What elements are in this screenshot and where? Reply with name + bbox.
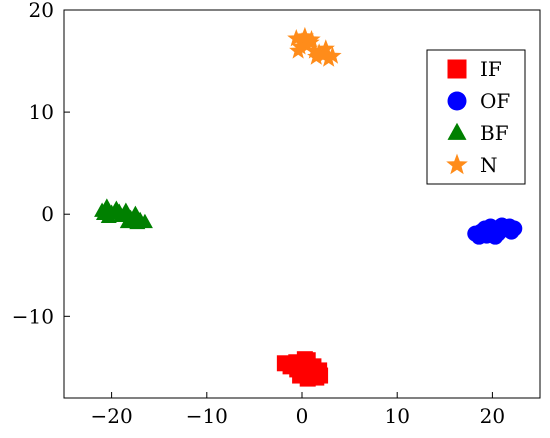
legend: IF OF BF N: [426, 49, 526, 185]
legend-label-n: N: [480, 153, 498, 177]
point-of: [471, 228, 488, 245]
y-tick-label: 20: [29, 0, 54, 22]
y-tick-label: 10: [29, 100, 54, 124]
legend-marker-if: [447, 59, 467, 79]
point-bf: [119, 213, 136, 229]
data-points: [94, 26, 523, 387]
x-tick-label: −20: [90, 404, 132, 428]
point-n: [323, 46, 342, 64]
point-n: [316, 39, 335, 57]
series-bf: [94, 198, 153, 230]
point-n: [291, 37, 310, 55]
x-tick-label: 10: [384, 404, 409, 428]
legend-marker-n: [446, 153, 468, 175]
axis-ticks: −20 −10 0 10 20 −10 0 10 20: [12, 0, 505, 428]
series-of: [467, 217, 523, 245]
x-tick-label: 0: [296, 404, 309, 428]
point-n: [295, 26, 314, 45]
point-bf: [129, 214, 146, 230]
series-if: [276, 351, 329, 387]
legend-label-bf: BF: [480, 121, 509, 145]
point-bf: [95, 205, 112, 220]
y-tick-label: 0: [41, 202, 54, 226]
point-if: [312, 367, 329, 384]
point-if: [296, 351, 313, 368]
point-if: [292, 367, 309, 384]
legend-label-of: OF: [480, 89, 510, 113]
x-tick-label: 20: [480, 404, 505, 428]
y-tick-label: −10: [12, 304, 54, 328]
legend-marker-of: [447, 91, 467, 111]
x-tick-label: −10: [186, 404, 228, 428]
legend-box: [426, 49, 526, 185]
point-n: [289, 41, 308, 59]
point-n: [287, 29, 306, 47]
point-n: [307, 47, 326, 65]
legend-label-if: IF: [480, 57, 502, 81]
point-bf: [111, 203, 128, 218]
legend-marker-bf: [447, 122, 467, 140]
point-of: [492, 222, 509, 239]
point-n: [302, 30, 321, 48]
series-n: [287, 26, 342, 67]
